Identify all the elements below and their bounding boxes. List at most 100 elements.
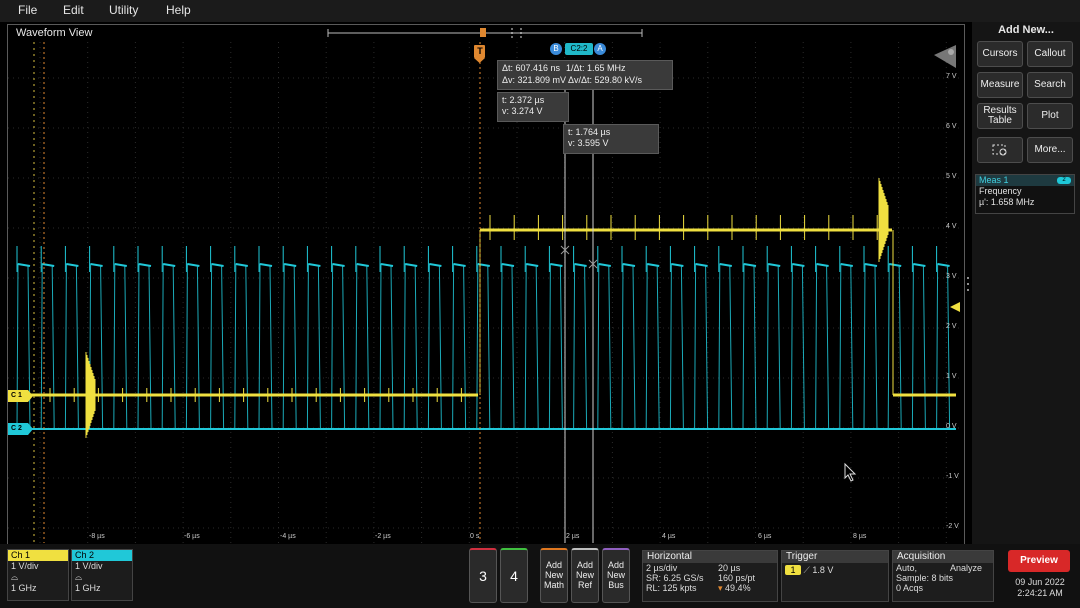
- menu-file[interactable]: File: [18, 3, 38, 17]
- ch1-scale: 1 V/div: [11, 561, 39, 571]
- ch2-scale: 1 V/div: [75, 561, 103, 571]
- ch1-marker-label: C 1: [11, 392, 22, 399]
- waveform-view-title: Waveform View: [16, 27, 93, 39]
- x-axis-label: 6 µs: [758, 533, 772, 540]
- y-axis-label: 7 V: [946, 73, 957, 80]
- meas1-source-badge: 2: [1057, 177, 1071, 184]
- zoom-region-icon: [992, 144, 1007, 156]
- ch2-bandwidth: 1 GHz: [75, 583, 101, 593]
- delta-t: Δt: 607.416 ns: [502, 63, 561, 73]
- x-axis-label: -6 µs: [184, 533, 200, 540]
- ch2-badge[interactable]: Ch 2 1 V/div ⌓ 1 GHz: [71, 549, 133, 601]
- x-axis-label: 8 µs: [853, 533, 867, 540]
- meas1-value: µ': 1.658 MHz: [979, 197, 1035, 207]
- ch1-coupling-icon: ⌓: [11, 572, 19, 582]
- acquisition-badge[interactable]: Acquisition Auto, Analyze Sample: 8 bits …: [892, 550, 994, 602]
- add-new-math-button[interactable]: Add New Math: [540, 548, 568, 603]
- acquisition-sample: Sample: 8 bits: [896, 573, 954, 583]
- x-axis-label: -8 µs: [89, 533, 105, 540]
- horizontal-title: Horizontal: [643, 551, 777, 563]
- acquisition-analyze: Analyze: [950, 563, 983, 573]
- acquisition-title: Acquisition: [893, 551, 993, 563]
- ch2-label: Ch 2: [72, 550, 132, 561]
- trigger-level: 1.8 V: [812, 565, 834, 575]
- y-axis-label: -1 V: [946, 473, 959, 480]
- add-new-ref-button[interactable]: Add New Ref: [571, 548, 599, 603]
- delta-v: Δv: 321.809 mV: [502, 75, 567, 85]
- trigger-marker-label: T: [477, 46, 483, 56]
- horizontal-duration: 20 µs: [718, 563, 741, 573]
- callout-button[interactable]: Callout: [1027, 41, 1073, 67]
- cursors-button[interactable]: Cursors: [977, 41, 1023, 67]
- rising-edge-icon: ⟋: [803, 565, 813, 575]
- x-axis-label: -2 µs: [375, 533, 391, 540]
- plot-button[interactable]: Plot: [1027, 103, 1073, 129]
- y-axis-label: -2 V: [946, 523, 959, 530]
- results-table-button[interactable]: Results Table: [977, 103, 1023, 129]
- horizontal-position: 49.4%: [725, 583, 751, 593]
- meas1-name: Frequency: [979, 186, 1022, 196]
- ch1-bandwidth: 1 GHz: [11, 583, 37, 593]
- add-new-bus-label: Add New Bus: [606, 560, 625, 590]
- cursor-a-time: t: 2.372 µs: [502, 95, 545, 105]
- menu-edit[interactable]: Edit: [63, 3, 84, 17]
- acquisition-mode: Auto,: [896, 563, 918, 573]
- ch1-badge[interactable]: Ch 1 1 V/div ⌓ 1 GHz: [7, 549, 69, 601]
- add-new-math-label: Add New Math: [543, 560, 564, 590]
- trigger-badge[interactable]: Trigger 1 ⟋ 1.8 V: [781, 550, 889, 602]
- zoom-region-button[interactable]: [977, 137, 1023, 163]
- add-new-ref-label: Add New Ref: [575, 560, 594, 590]
- time-per-point: 160 ps/pt: [718, 573, 756, 583]
- x-axis-label: -4 µs: [280, 533, 296, 540]
- search-button[interactable]: Search: [1027, 72, 1073, 98]
- acquisition-count: 0 Acqs: [896, 583, 924, 593]
- y-axis-label: 5 V: [946, 173, 957, 180]
- y-axis-label: 1 V: [946, 373, 957, 380]
- ch4-button[interactable]: 4: [500, 548, 528, 603]
- time-label: 2:24:21 AM: [1017, 588, 1063, 598]
- ch3-button[interactable]: 3: [469, 548, 497, 603]
- meas1-badge[interactable]: Meas 1 2 Frequency µ': 1.658 MHz: [975, 174, 1075, 214]
- add-new-title: Add New...: [998, 24, 1054, 36]
- side-panel-grip[interactable]: [967, 277, 969, 291]
- add-new-bus-button[interactable]: Add New Bus: [602, 548, 630, 603]
- cursor-delta-readout: Δt: 607.416 ns 1/Δt: 1.65 MHz Δv: 321.80…: [497, 60, 673, 90]
- cursor-b-time: t: 1.764 µs: [568, 127, 611, 137]
- trigger-title: Trigger: [782, 551, 888, 563]
- cursor-a-badge[interactable]: A: [594, 43, 606, 55]
- record-length: RL: 125 kpts: [646, 583, 697, 593]
- measure-button[interactable]: Measure: [977, 72, 1023, 98]
- y-axis-label: 2 V: [946, 323, 957, 330]
- y-axis-label: 4 V: [946, 223, 957, 230]
- cursor-source-badge[interactable]: C2:2: [565, 43, 593, 55]
- trigger-source: 1: [785, 565, 801, 575]
- y-axis-label: 0 V: [946, 423, 957, 430]
- menu-utility[interactable]: Utility: [109, 3, 139, 17]
- inverse-delta-t: 1/Δt: 1.65 MHz: [566, 63, 626, 73]
- waveform-view[interactable]: Waveform View: [7, 24, 965, 545]
- x-axis-label: 0 s: [470, 533, 480, 540]
- add-new-panel: Add New...: [972, 22, 1080, 544]
- cursor-a-voltage: v: 3.274 V: [502, 106, 543, 116]
- more-button[interactable]: More...: [1027, 137, 1073, 163]
- x-axis-label: 4 µs: [662, 533, 676, 540]
- ch2-coupling-icon: ⌓: [75, 572, 83, 582]
- preview-button[interactable]: Preview: [1008, 550, 1070, 572]
- cursor-b-badge[interactable]: B: [550, 43, 562, 55]
- cursor-b-voltage: v: 3.595 V: [568, 138, 609, 148]
- y-axis-label: 3 V: [946, 273, 957, 280]
- horizontal-badge[interactable]: Horizontal 2 µs/div 20 µs SR: 6.25 GS/s 16…: [642, 550, 778, 602]
- y-axis-label: 6 V: [946, 123, 957, 130]
- ch1-label: Ch 1: [8, 550, 68, 561]
- position-icon: ▾: [718, 583, 723, 593]
- meas1-title: Meas 1: [979, 175, 1009, 185]
- delta-v-over-delta-t: Δv/Δt: 529.80 kV/s: [568, 75, 643, 85]
- sample-rate: SR: 6.25 GS/s: [646, 573, 704, 583]
- ch2-marker-label: C 2: [11, 425, 22, 432]
- x-axis-label: 2 µs: [566, 533, 580, 540]
- cursor-b-readout: t: 1.764 µs v: 3.595 V: [563, 124, 659, 154]
- cursor-a-readout: t: 2.372 µs v: 3.274 V: [497, 92, 569, 122]
- date-time-display[interactable]: 09 Jun 2022 2:24:21 AM: [1008, 577, 1072, 599]
- date-label: 09 Jun 2022: [1015, 577, 1065, 587]
- menu-help[interactable]: Help: [166, 3, 191, 17]
